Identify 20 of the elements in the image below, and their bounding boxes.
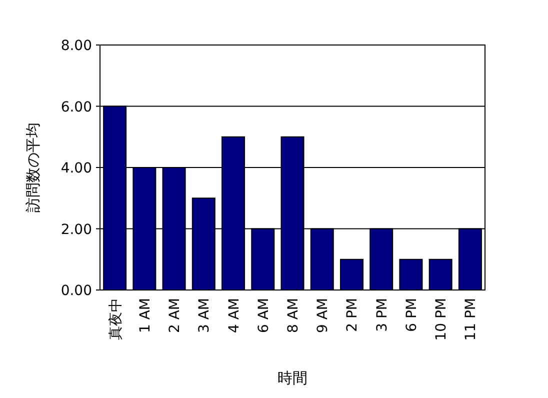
y-axis-title: 訪問数の平均 — [24, 122, 42, 212]
x-tick-label: 真夜中 — [108, 298, 124, 340]
x-tick-label: 3 AM — [196, 298, 213, 334]
x-tick-label: 4 AM — [226, 298, 242, 334]
y-tick-label: 0.00 — [60, 283, 92, 299]
x-tick-label: 8 AM — [286, 298, 302, 334]
x-tick-label: 6 PM — [404, 298, 420, 332]
y-tick-label: 8.00 — [60, 38, 92, 54]
x-tick-label: 1 AM — [137, 298, 154, 334]
x-axis-title: 時間 — [278, 369, 308, 387]
x-tick-label: 2 PM — [344, 298, 361, 332]
x-tick-label: 11 PM — [463, 298, 480, 341]
x-tick-label: 10 PM — [434, 298, 450, 341]
x-tick-label: 9 AM — [315, 298, 332, 334]
x-tick-label: 6 AM — [256, 298, 272, 334]
x-tick-label: 2 AM — [167, 298, 184, 334]
y-tick-label: 4.00 — [60, 160, 92, 176]
y-tick-label: 6.00 — [60, 99, 92, 116]
x-tick-label: 3 PM — [374, 298, 390, 332]
y-tick-label: 2.00 — [60, 222, 92, 238]
